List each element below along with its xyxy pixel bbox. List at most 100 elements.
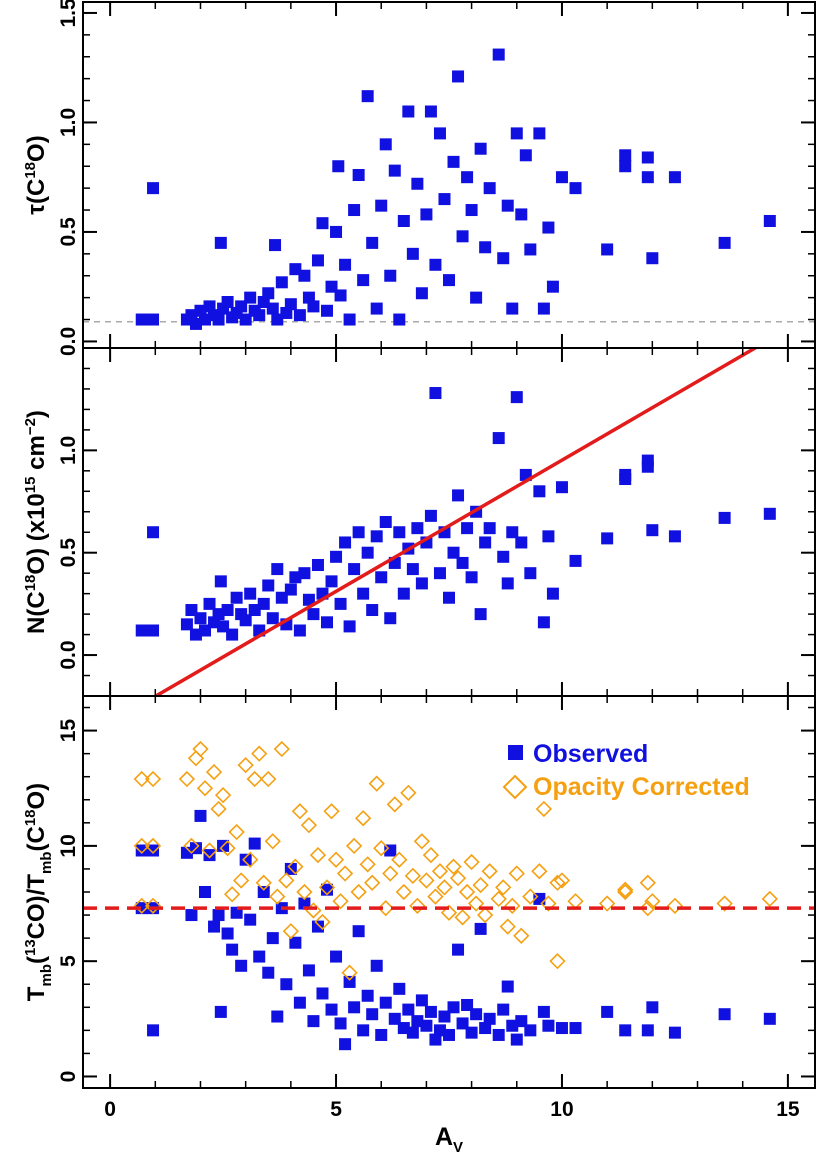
data-point-observed (271, 313, 284, 326)
data-point-corrected (454, 909, 471, 926)
data-point-corrected (617, 883, 634, 901)
data-point-observed (147, 526, 160, 539)
legend-corrected-label: Opacity Corrected (533, 773, 750, 801)
data-point-observed (212, 608, 225, 621)
data-point-corrected (237, 757, 254, 774)
data-point-observed (415, 994, 428, 1007)
data-point-observed (447, 1001, 460, 1014)
data-point-observed (302, 964, 315, 977)
x-axis-label: AV (435, 1123, 463, 1156)
data-point-observed (546, 280, 559, 293)
data-point-observed (501, 577, 514, 590)
data-point-corrected (422, 846, 440, 864)
data-point-observed (244, 913, 257, 926)
data-point-corrected (368, 775, 385, 792)
data-point-observed (311, 254, 324, 267)
data-point-observed (135, 902, 148, 915)
data-point-observed (266, 612, 279, 625)
data-point-observed (226, 628, 239, 641)
data-point-observed (537, 1005, 550, 1018)
data-point-corrected (246, 770, 263, 788)
data-point-observed (474, 922, 487, 935)
data-point-corrected (440, 904, 458, 921)
data-point-corrected (549, 874, 566, 891)
data-point-observed (343, 975, 356, 988)
data-point-corrected (332, 893, 349, 910)
data-point-observed (348, 1001, 361, 1014)
data-point-observed (510, 127, 523, 140)
data-point-observed (330, 950, 343, 963)
data-point-observed (619, 468, 632, 481)
data-point-observed (307, 608, 320, 621)
data-point-observed (262, 287, 275, 300)
data-point-corrected (495, 879, 512, 896)
data-point-observed (668, 171, 681, 184)
data-point-observed (456, 1017, 469, 1030)
data-point-corrected (553, 872, 571, 889)
y-tick-label: 0.0 (57, 640, 80, 669)
panel-ratio-marks (83, 740, 815, 1051)
data-point-observed (510, 391, 523, 404)
data-point-corrected (761, 890, 778, 908)
data-point-observed (135, 624, 148, 637)
data-point-corrected (323, 803, 340, 820)
data-point-observed (424, 509, 437, 522)
data-point-observed (361, 546, 374, 559)
data-point-observed (646, 1001, 659, 1014)
data-point-observed (465, 1026, 478, 1039)
data-point-observed (348, 563, 361, 576)
data-point-corrected (327, 851, 345, 868)
data-point-corrected (260, 770, 277, 788)
data-point-observed (330, 225, 343, 238)
data-point-observed (262, 966, 275, 979)
data-point-corrected (296, 883, 313, 901)
panel-column-density: 0.0 0.5 1.0 N(C18O) (x1015 cm−2) (22, 347, 816, 697)
panel-ratio: 0 5 10 15 Tmb(13CO)/Tmb(C18O) Observed Opac… (22, 695, 816, 1089)
data-point-observed (411, 177, 424, 190)
data-point-corrected (540, 895, 557, 912)
y-tick-label: 1.5 (57, 0, 80, 28)
data-point-observed (275, 591, 288, 604)
data-point-observed (332, 160, 345, 173)
data-point-observed (230, 591, 243, 604)
panel-tau-marks (83, 48, 815, 330)
data-point-observed (217, 620, 230, 633)
data-point-observed (271, 563, 284, 576)
data-point-corrected (666, 897, 684, 914)
data-point-observed (641, 171, 654, 184)
data-point-observed (244, 291, 257, 304)
data-point-observed (302, 593, 315, 606)
linear-fit-line (152, 348, 759, 696)
data-point-corrected (192, 740, 209, 758)
data-point-observed (221, 927, 234, 940)
data-point-corrected (404, 867, 421, 884)
data-point-observed (433, 127, 446, 140)
data-point-observed (239, 853, 252, 866)
data-point-observed (235, 959, 248, 972)
data-point-corrected (228, 823, 245, 841)
data-point-corrected (499, 918, 516, 935)
data-point-observed (293, 624, 306, 637)
data-point-corrected (205, 763, 223, 781)
data-point-corrected (481, 863, 498, 880)
data-point-corrected (716, 895, 733, 912)
data-point-observed (537, 302, 550, 315)
data-point-observed (438, 1010, 451, 1023)
data-point-observed (646, 252, 659, 265)
data-point-observed (465, 204, 478, 217)
data-point-observed (352, 526, 365, 539)
data-point-observed (402, 1003, 415, 1016)
data-point-observed (542, 221, 555, 234)
data-point-corrected (508, 865, 525, 882)
data-point-observed (384, 612, 397, 625)
data-point-observed (275, 276, 288, 289)
panel-ratio-ylabel: Tmb(13CO)/Tmb(C18O) (22, 783, 55, 1001)
data-point-observed (357, 274, 370, 287)
data-point-corrected (214, 787, 232, 804)
data-point-observed (424, 1005, 437, 1018)
x-axis: 0 5 10 15 (104, 1098, 800, 1121)
data-point-observed (492, 48, 505, 61)
data-point-observed (718, 236, 731, 249)
y-tick-label: 1.0 (57, 436, 80, 465)
data-point-observed (379, 138, 392, 151)
